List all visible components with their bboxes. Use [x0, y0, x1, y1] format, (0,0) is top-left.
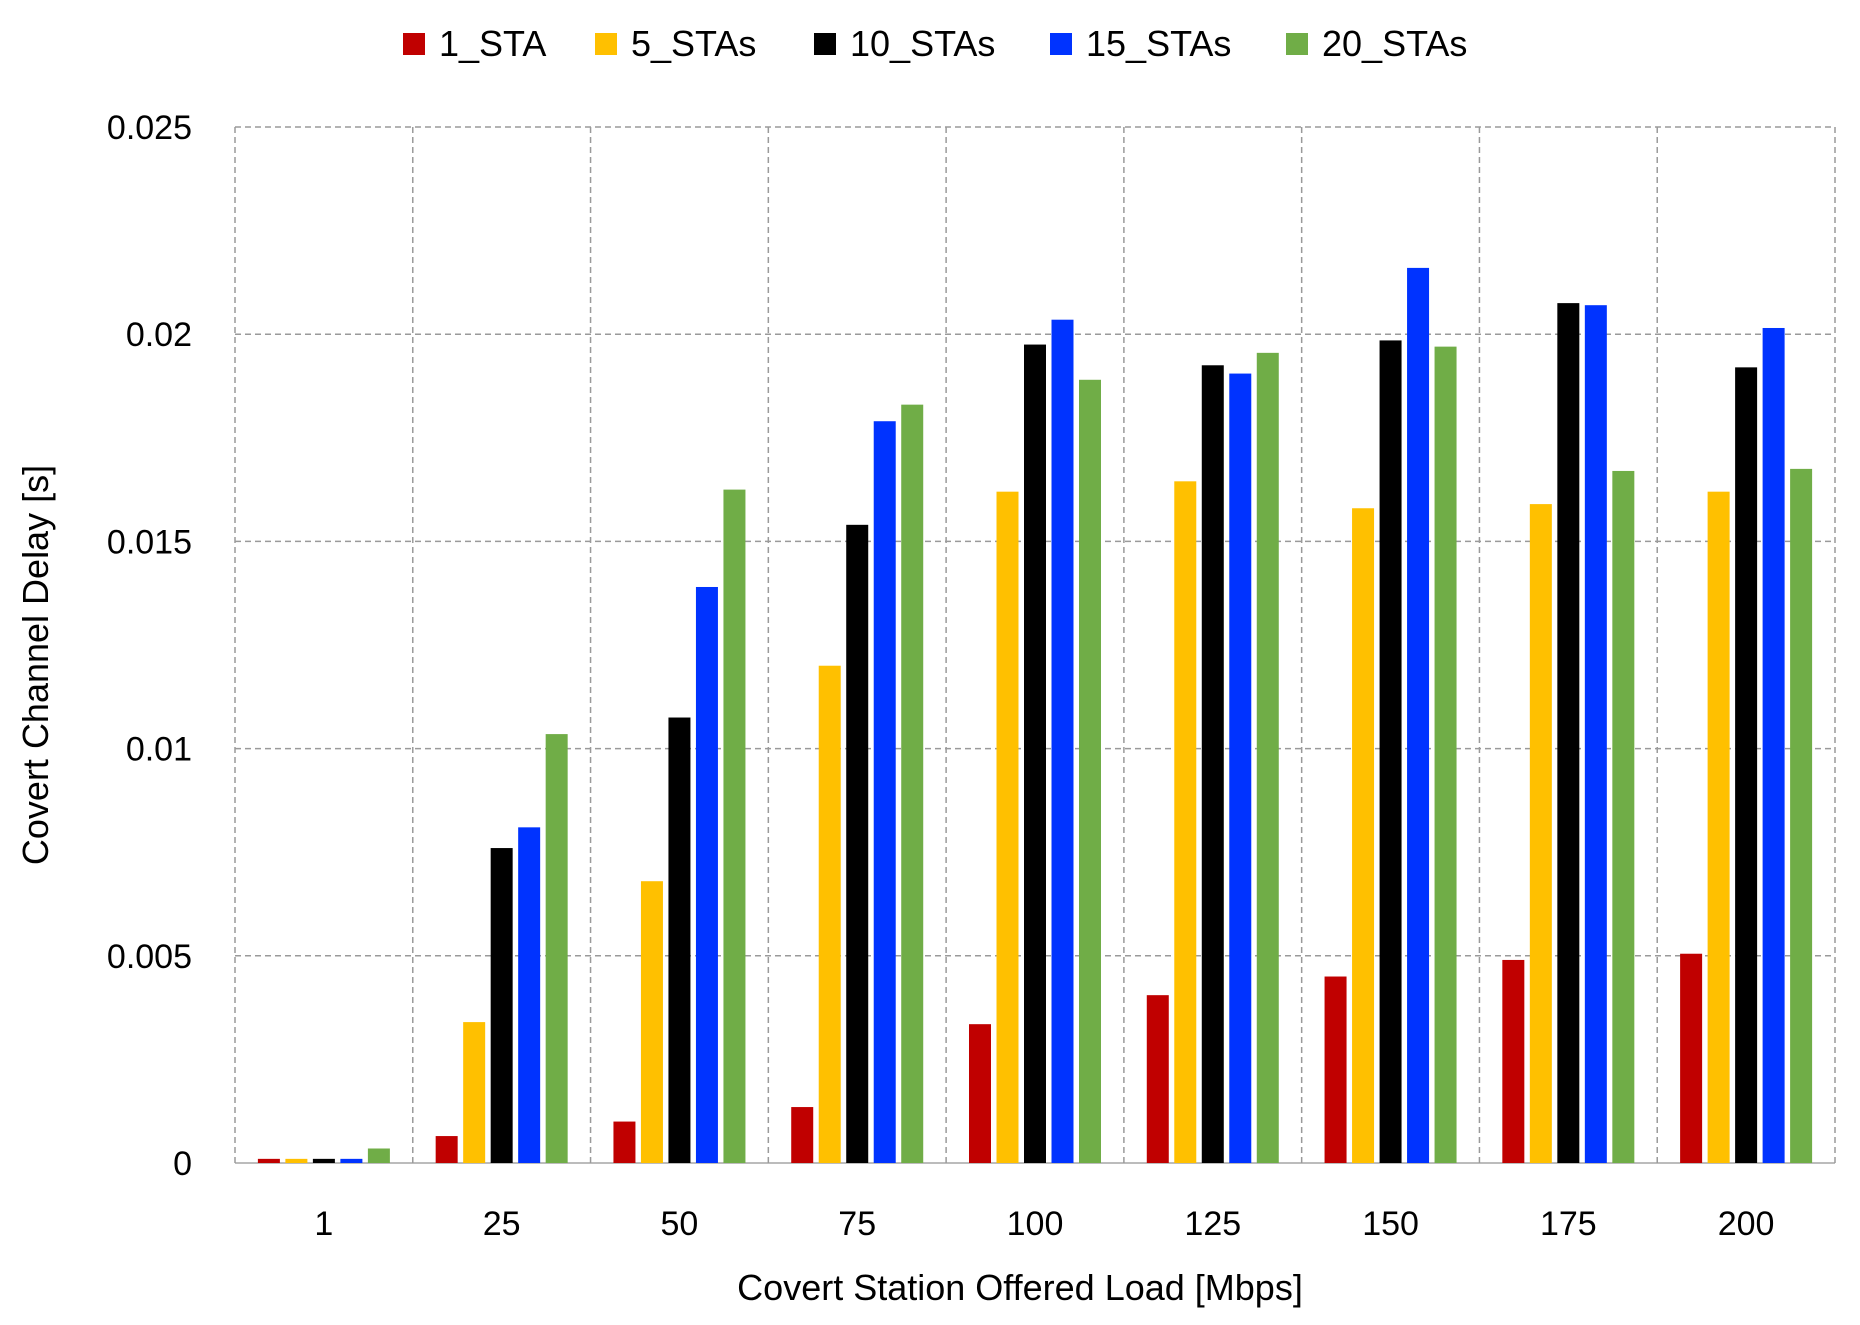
bar-1-sta-1 [257, 1158, 280, 1163]
bar-5-stas-100 [996, 491, 1019, 1163]
bar-10-stas-125 [1201, 365, 1224, 1163]
bar-5-stas-50 [640, 881, 663, 1163]
legend-label-20-stas: 20_STAs [1322, 23, 1467, 64]
x-axis-title: Covert Station Offered Load [Mbps] [737, 1267, 1303, 1308]
legend-swatch-20-stas [1286, 33, 1308, 55]
bar-10-stas-150 [1379, 340, 1402, 1163]
y-tick-label: 0.025 [107, 109, 192, 147]
bars-layer [257, 267, 1813, 1164]
legend-swatch-10-stas [814, 33, 836, 55]
bar-5-stas-125 [1174, 481, 1197, 1163]
bar-1-sta-100 [969, 1024, 991, 1163]
bar-20-stas-200 [1790, 468, 1813, 1163]
bar-1-sta-50 [613, 1121, 636, 1163]
x-tick-labels: 1 25 50 75 100 125 150 175 200 [314, 1205, 1774, 1243]
bar-5-stas-1 [285, 1158, 308, 1163]
y-tick-label: 0.005 [107, 938, 192, 976]
legend-label-1-sta: 1_STA [439, 23, 546, 64]
bar-1-sta-175 [1502, 959, 1525, 1163]
bar-15-stas-175 [1584, 305, 1607, 1163]
legend-label-15-stas: 15_STAs [1086, 23, 1231, 64]
x-tick-label: 50 [661, 1205, 699, 1243]
bar-10-stas-25 [490, 848, 513, 1163]
legend-label-5-stas: 5_STAs [631, 23, 756, 64]
x-tick-label: 100 [1007, 1205, 1064, 1243]
bar-15-stas-125 [1229, 373, 1252, 1163]
x-tick-label: 150 [1362, 1205, 1419, 1243]
bar-10-stas-75 [846, 524, 869, 1163]
bar-15-stas-200 [1762, 327, 1785, 1163]
bar-5-stas-25 [463, 1022, 486, 1163]
bar-20-stas-1 [367, 1148, 390, 1163]
x-tick-label: 25 [483, 1205, 521, 1243]
bar-15-stas-25 [518, 827, 541, 1163]
bar-20-stas-100 [1079, 379, 1101, 1163]
y-tick-label: 0.01 [126, 731, 192, 769]
bar-1-sta-75 [791, 1107, 814, 1163]
bar-10-stas-1 [312, 1158, 335, 1163]
bar-10-stas-175 [1557, 303, 1580, 1163]
bar-5-stas-200 [1707, 491, 1730, 1163]
x-tick-label: 1 [314, 1205, 333, 1243]
legend-swatch-1-sta [403, 33, 425, 55]
y-tick-label: 0.015 [107, 523, 192, 561]
y-tick-labels: 0 0.005 0.01 0.015 0.02 0.025 [107, 109, 192, 1183]
bar-20-stas-175 [1612, 470, 1635, 1163]
x-tick-label: 175 [1540, 1205, 1597, 1243]
bar-1-sta-125 [1146, 995, 1169, 1163]
x-tick-label: 125 [1184, 1205, 1241, 1243]
bar-20-stas-50 [723, 489, 746, 1164]
legend-swatch-5-stas [595, 33, 617, 55]
bar-10-stas-50 [668, 717, 691, 1163]
bar-20-stas-25 [545, 734, 568, 1163]
bar-5-stas-175 [1529, 504, 1552, 1163]
bar-1-sta-25 [435, 1136, 458, 1163]
bar-20-stas-150 [1434, 346, 1457, 1164]
y-tick-label: 0 [173, 1145, 192, 1183]
bar-10-stas-200 [1735, 367, 1758, 1163]
bar-1-sta-150 [1324, 976, 1347, 1163]
bar-10-stas-100 [1024, 344, 1046, 1163]
bar-5-stas-75 [818, 665, 841, 1163]
bar-20-stas-125 [1256, 352, 1279, 1163]
bar-15-stas-75 [873, 421, 896, 1163]
bar-1-sta-200 [1680, 953, 1703, 1163]
bar-5-stas-150 [1352, 508, 1375, 1163]
bar-20-stas-75 [901, 404, 924, 1163]
legend-label-10-stas: 10_STAs [850, 23, 995, 64]
bar-15-stas-100 [1051, 319, 1074, 1163]
bar-15-stas-150 [1407, 267, 1430, 1163]
bar-15-stas-1 [340, 1158, 363, 1163]
x-tick-label: 200 [1718, 1205, 1775, 1243]
x-tick-label: 75 [838, 1205, 876, 1243]
legend-swatch-15-stas [1050, 33, 1072, 55]
y-axis-title: Covert Channel Delay [s] [15, 465, 56, 865]
y-tick-label: 0.02 [126, 316, 192, 354]
legend: 1_STA 5_STAs 10_STAs 15_STAs 20_STAs [403, 23, 1467, 64]
bar-15-stas-50 [695, 586, 718, 1163]
